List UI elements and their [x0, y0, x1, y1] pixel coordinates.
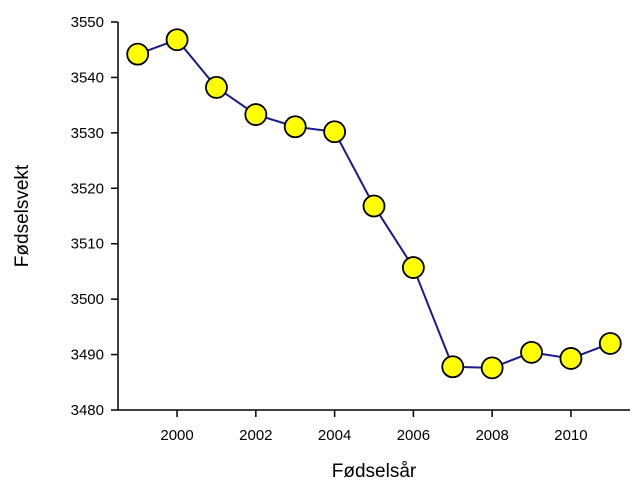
x-tick-label: 2002	[239, 427, 272, 444]
y-axis-title: Fødselsvekt	[12, 164, 33, 267]
x-tick-label: 2006	[397, 427, 430, 444]
y-tick-label: 3530	[71, 125, 104, 142]
y-tick-label: 3520	[71, 180, 104, 197]
y-tick-label: 3540	[71, 69, 104, 86]
y-tick-label: 3550	[71, 14, 104, 31]
x-tick-label: 2010	[554, 427, 587, 444]
data-point	[244, 103, 268, 126]
data-point	[126, 42, 150, 66]
data-point	[205, 76, 228, 99]
y-tick-label: 3500	[71, 291, 104, 308]
axes: 3480 3490 3500 3510 3520 3530 3540 3550 2000 2002…	[71, 14, 630, 444]
x-tick-label: 2008	[475, 427, 508, 444]
y-tick-label: 3490	[71, 347, 104, 364]
data-point	[283, 115, 307, 139]
data-point	[165, 28, 189, 52]
y-tick-label: 3480	[71, 402, 104, 419]
data-point	[441, 355, 465, 379]
y-tick-label: 3510	[71, 236, 104, 253]
x-axis-title: Fødselsår	[332, 461, 417, 482]
x-tick-label: 2004	[318, 427, 351, 444]
x-tick-label: 2000	[160, 427, 193, 444]
data-point	[362, 194, 386, 218]
data-point	[598, 332, 622, 355]
data-point	[323, 120, 347, 144]
series-layer	[126, 28, 622, 380]
data-point	[480, 356, 504, 380]
data-point	[559, 347, 583, 370]
data-point	[520, 340, 543, 364]
data-point	[401, 256, 425, 279]
